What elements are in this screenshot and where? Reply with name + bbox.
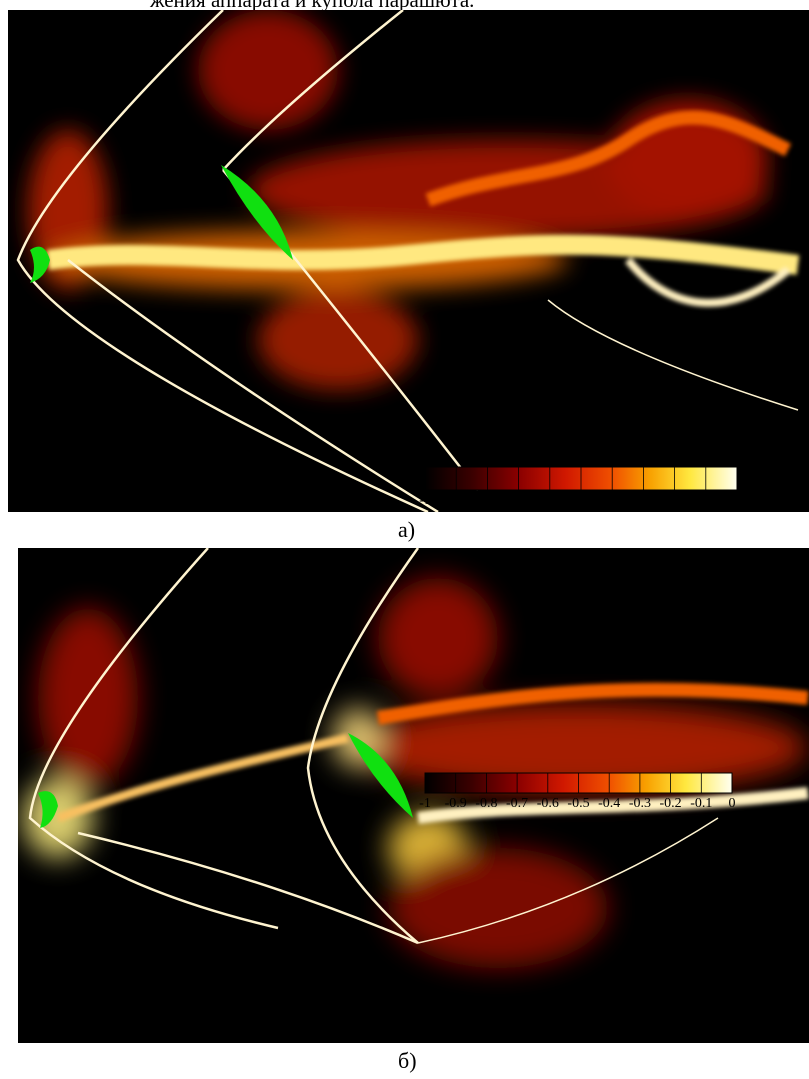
colorbar-label: -0.7 — [506, 796, 528, 811]
colorbar-label: -0.5 — [570, 493, 592, 508]
colorbar-label: -0.3 — [629, 796, 651, 811]
flow-field: -1 -0.9 -0.8 -0.7 -0.6 -0.5 -0.4 -0.3 -0.2 -0.1 0 — [8, 10, 809, 512]
colorbar-label: -0.3 — [632, 493, 654, 508]
colorbar-label: -0.8 — [475, 796, 497, 811]
colorbar-label: -0.7 — [508, 493, 530, 508]
colorbar-label: 0 — [734, 493, 741, 508]
colorbar-label: -0.8 — [476, 493, 498, 508]
colorbar-label: -0.4 — [601, 493, 623, 508]
flow-field: -1 -0.9 -0.8 -0.7 -0.6 -0.5 -0.4 -0.3 -0.2 -0.1 0 — [18, 548, 809, 1043]
colorbar-label: -0.6 — [537, 796, 559, 811]
colorbar-label: -0.4 — [598, 796, 620, 811]
panel-label: а) — [398, 517, 415, 543]
colorbar-label: -0.6 — [539, 493, 561, 508]
panel-label: б) — [398, 1048, 417, 1074]
colorbar-label: -0.2 — [664, 493, 686, 508]
colorbar-label: -0.1 — [690, 796, 712, 811]
colorbar-label: -1 — [419, 796, 431, 811]
colorbar-label: -0.1 — [695, 493, 717, 508]
colorbar-label: -0.5 — [567, 796, 589, 811]
colorbar-label: -0.2 — [660, 796, 682, 811]
page: жения аппарата и купола парашюта. а) б) … — [0, 0, 809, 1079]
colorbar-label: -0.9 — [445, 493, 467, 508]
colorbar-label: -0.9 — [445, 796, 467, 811]
colorbar-label: 0 — [729, 796, 736, 811]
colorbar-label: -1 — [419, 493, 431, 508]
